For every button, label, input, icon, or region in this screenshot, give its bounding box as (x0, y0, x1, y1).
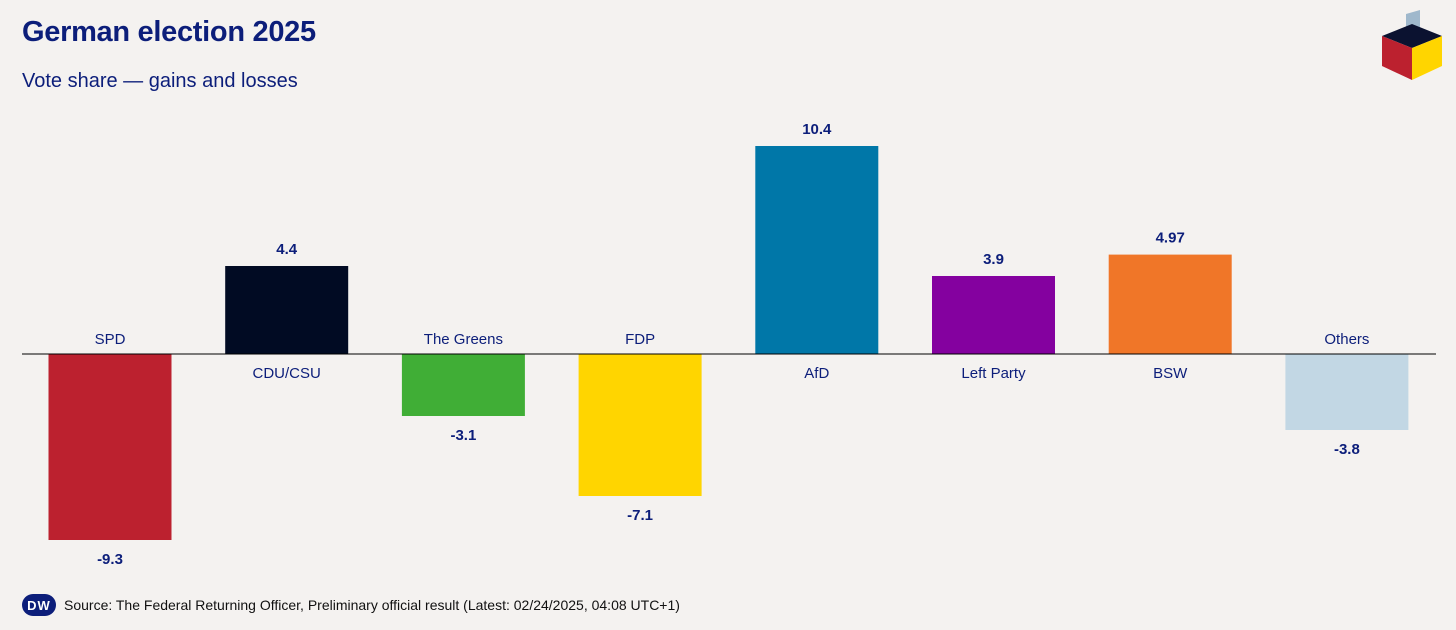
category-label: FDP (625, 331, 655, 348)
bar (1108, 254, 1232, 354)
bar (48, 354, 172, 540)
category-label: The Greens (424, 331, 503, 348)
category-label: Left Party (961, 365, 1026, 382)
value-label: 4.97 (1156, 230, 1185, 247)
bar-chart: -9.3 SPD 4.4 CDU/CSU -3.1 The Greens -7.1 FDP 10… (22, 121, 1436, 568)
bar (578, 354, 702, 496)
value-label: -3.8 (1334, 441, 1360, 458)
ballot-box-icon (1382, 10, 1442, 80)
category-label: Others (1324, 331, 1369, 348)
value-label: 10.4 (802, 121, 832, 138)
value-label: -9.3 (97, 551, 123, 568)
footer: DW Source: The Federal Returning Officer… (22, 594, 680, 616)
value-label: -3.1 (450, 427, 476, 444)
bar (1285, 354, 1409, 430)
bar (225, 266, 349, 354)
chart-subtitle: Vote share — gains and losses (22, 70, 298, 92)
value-label: 3.9 (983, 251, 1004, 268)
category-label: SPD (95, 331, 126, 348)
category-label: CDU/CSU (253, 365, 321, 382)
value-label: -7.1 (627, 507, 653, 524)
bar (932, 276, 1055, 354)
category-label: AfD (804, 365, 829, 382)
bar (401, 354, 525, 416)
source-note: Source: The Federal Returning Officer, P… (64, 597, 680, 613)
dw-logo: DW (22, 594, 56, 616)
chart-title: German election 2025 (22, 16, 316, 48)
category-label: BSW (1153, 365, 1188, 382)
bar (755, 146, 879, 354)
value-label: 4.4 (276, 241, 298, 258)
